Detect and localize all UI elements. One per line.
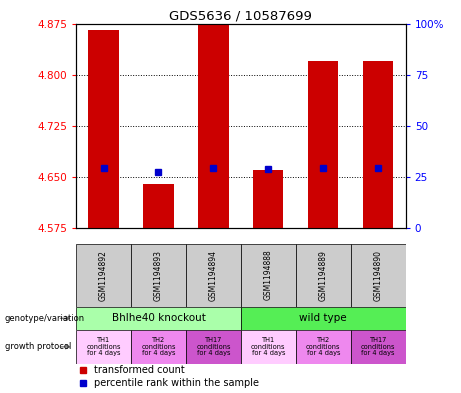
Text: GSM1194892: GSM1194892 [99, 250, 108, 301]
Bar [351, 330, 406, 364]
Text: growth protocol: growth protocol [5, 342, 71, 351]
Bar [296, 244, 351, 307]
Text: GSM1194893: GSM1194893 [154, 250, 163, 301]
Text: GSM1194890: GSM1194890 [374, 250, 383, 301]
Bar [186, 244, 241, 307]
Bar [76, 330, 131, 364]
Bar [308, 61, 338, 228]
Text: genotype/variation: genotype/variation [5, 314, 85, 323]
Text: TH17
conditions
for 4 days: TH17 conditions for 4 days [361, 337, 396, 356]
Title: GDS5636 / 10587699: GDS5636 / 10587699 [170, 9, 312, 22]
Text: wild type: wild type [300, 313, 347, 323]
Bar [131, 244, 186, 307]
Bar [131, 330, 186, 364]
Text: TH1
conditions
for 4 days: TH1 conditions for 4 days [251, 337, 286, 356]
Text: TH17
conditions
for 4 days: TH17 conditions for 4 days [196, 337, 230, 356]
Bar [143, 184, 174, 228]
Text: GSM1194888: GSM1194888 [264, 250, 273, 301]
Bar [76, 244, 131, 307]
Bar [186, 330, 241, 364]
Text: percentile rank within the sample: percentile rank within the sample [94, 378, 259, 387]
Text: GSM1194889: GSM1194889 [319, 250, 328, 301]
Bar [351, 244, 406, 307]
Bar [76, 307, 241, 330]
Text: TH2
conditions
for 4 days: TH2 conditions for 4 days [306, 337, 341, 356]
Bar [89, 30, 118, 228]
Bar [296, 330, 351, 364]
Bar [253, 170, 284, 228]
Text: Bhlhe40 knockout: Bhlhe40 knockout [112, 313, 206, 323]
Bar [241, 330, 296, 364]
Bar [241, 307, 406, 330]
Text: TH1
conditions
for 4 days: TH1 conditions for 4 days [86, 337, 121, 356]
Bar [198, 24, 229, 228]
Bar [241, 244, 296, 307]
Text: GSM1194894: GSM1194894 [209, 250, 218, 301]
Text: TH2
conditions
for 4 days: TH2 conditions for 4 days [141, 337, 176, 356]
Bar [363, 61, 393, 228]
Text: transformed count: transformed count [94, 365, 185, 375]
